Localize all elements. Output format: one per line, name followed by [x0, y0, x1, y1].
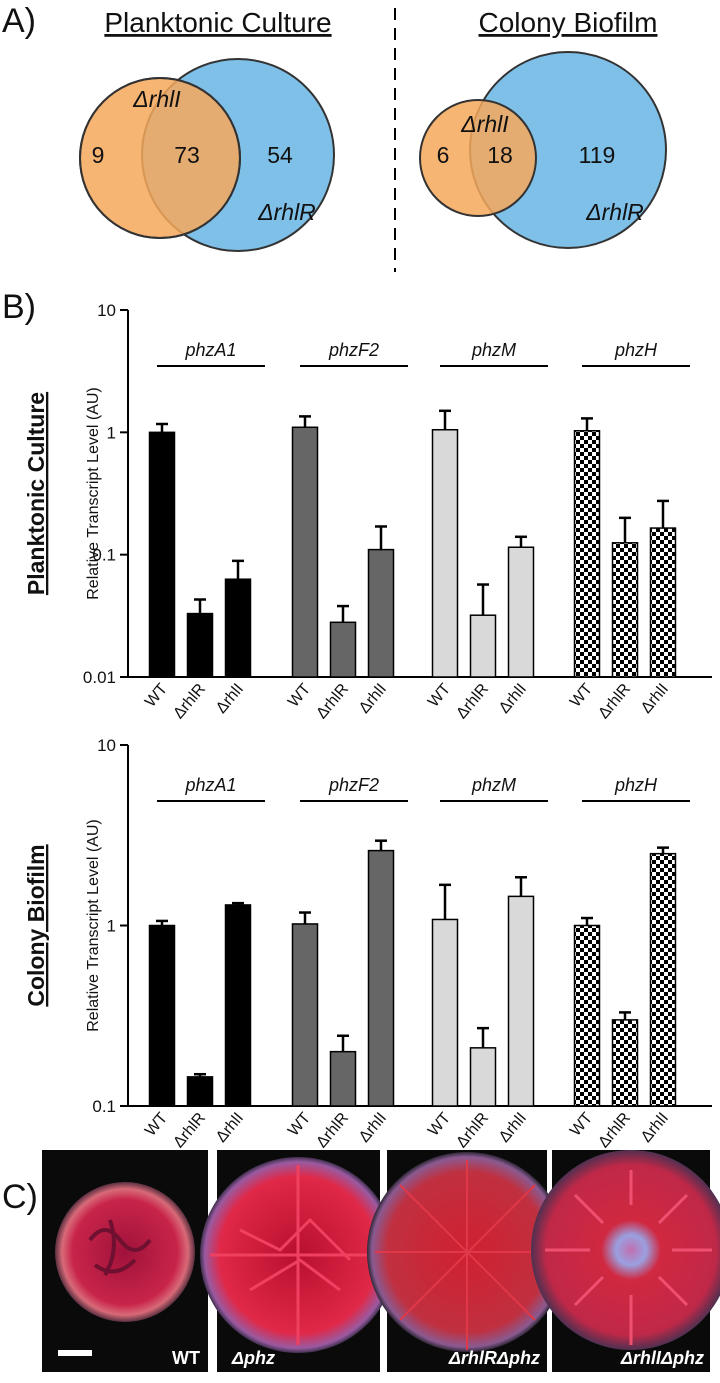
- side-label: Planktonic Culture: [23, 392, 49, 595]
- photo: [42, 1150, 208, 1372]
- x-tick-label: ΔrhlR: [453, 681, 492, 723]
- x-tick-label: ΔrhlR: [170, 681, 209, 723]
- x-tick-label: WT: [425, 1109, 454, 1139]
- bar: [431, 428, 459, 678]
- venn-count: 6: [437, 142, 450, 168]
- bar: [329, 621, 357, 678]
- y-tick-label: 10: [97, 736, 116, 755]
- panel-label: A): [2, 2, 36, 40]
- panel-label: C): [2, 1178, 38, 1216]
- bar: [186, 1076, 214, 1107]
- x-tick-label: ΔrhlR: [313, 681, 352, 723]
- x-tick-label: ΔrhlR: [313, 1110, 352, 1152]
- group-label: phzH: [614, 775, 658, 795]
- x-tick-label: WT: [142, 1109, 171, 1139]
- bar: [367, 849, 395, 1107]
- venn-outline: [79, 77, 241, 239]
- bar: [431, 918, 459, 1107]
- venn-count: 9: [92, 142, 105, 168]
- bar: [367, 548, 395, 678]
- photo-label: ΔrhlIΔphz: [620, 1348, 704, 1368]
- group-label: phzA1: [184, 340, 236, 360]
- bar: [291, 923, 319, 1107]
- x-tick-label: ΔrhlR: [595, 681, 634, 723]
- venn-label: ΔrhlI: [460, 111, 509, 137]
- bar: [573, 924, 601, 1107]
- bar: [224, 578, 252, 678]
- x-tick-label: ΔrhlI: [638, 1110, 672, 1146]
- bar: [148, 431, 176, 678]
- bar: [329, 1050, 357, 1107]
- x-tick-label: WT: [142, 680, 171, 710]
- y-tick-label: 0.01: [83, 668, 116, 687]
- bar: [469, 1047, 497, 1107]
- y-tick-label: 0.1: [92, 546, 116, 565]
- y-axis-label: Relative Transcript Level (AU): [85, 387, 102, 600]
- group-label: phzM: [471, 775, 516, 795]
- group-label: phzF2: [328, 340, 379, 360]
- venn-title: Planktonic Culture: [104, 7, 331, 38]
- x-tick-label: ΔrhlI: [496, 1110, 530, 1146]
- venn-count: 119: [579, 142, 616, 168]
- photo-label: ΔrhlRΔphz: [448, 1348, 540, 1368]
- bar: [573, 430, 601, 678]
- photo: [531, 1150, 720, 1372]
- group-label: phzA1: [184, 775, 236, 795]
- venn-count: 73: [174, 142, 200, 168]
- bar: [649, 852, 677, 1107]
- bar: [291, 426, 319, 678]
- x-tick-label: ΔrhlI: [213, 1110, 247, 1146]
- x-tick-label: WT: [285, 680, 314, 710]
- x-tick-label: ΔrhlI: [213, 681, 247, 717]
- bar: [611, 1019, 639, 1107]
- y-tick-label: 1: [107, 917, 116, 936]
- x-tick-label: WT: [285, 1109, 314, 1139]
- panel-label: B): [2, 288, 36, 326]
- x-tick-label: WT: [567, 1109, 596, 1139]
- venn-circle: [419, 99, 537, 217]
- bar: [507, 895, 535, 1107]
- venn-count: 18: [487, 142, 513, 168]
- venn-count: 54: [267, 142, 293, 168]
- y-axis-label: Relative Transcript Level (AU): [85, 819, 102, 1032]
- group-label: phzF2: [328, 775, 379, 795]
- venn-label: ΔrhlI: [132, 86, 181, 112]
- group-label: phzH: [614, 340, 658, 360]
- y-tick-label: 1: [107, 423, 116, 442]
- side-label: Colony Biofilm: [23, 844, 49, 1006]
- venn-label: ΔrhlR: [585, 199, 644, 225]
- photo-label: WT: [172, 1348, 200, 1368]
- group-label: phzM: [471, 340, 516, 360]
- photo: [367, 1150, 567, 1372]
- x-tick-label: ΔrhlR: [595, 1110, 634, 1152]
- x-tick-label: WT: [425, 680, 454, 710]
- x-tick-label: ΔrhlI: [356, 681, 390, 717]
- x-tick-label: WT: [567, 680, 596, 710]
- bar: [469, 614, 497, 678]
- bar: [186, 612, 214, 678]
- photo-label: Δphz: [231, 1348, 275, 1368]
- venn-title: Colony Biofilm: [479, 7, 658, 38]
- bar: [649, 527, 677, 678]
- x-tick-label: ΔrhlR: [170, 1110, 209, 1152]
- x-tick-label: ΔrhlI: [496, 681, 530, 717]
- x-tick-label: ΔrhlI: [356, 1110, 390, 1146]
- venn-label: ΔrhlR: [257, 199, 316, 225]
- y-tick-label: 0.1: [92, 1097, 116, 1116]
- bar: [611, 542, 639, 678]
- bar: [148, 924, 176, 1107]
- bar: [224, 904, 252, 1107]
- bar: [507, 546, 535, 678]
- photo: [200, 1150, 396, 1372]
- x-tick-label: ΔrhlI: [638, 681, 672, 717]
- y-tick-label: 10: [97, 301, 116, 320]
- x-tick-label: ΔrhlR: [453, 1110, 492, 1152]
